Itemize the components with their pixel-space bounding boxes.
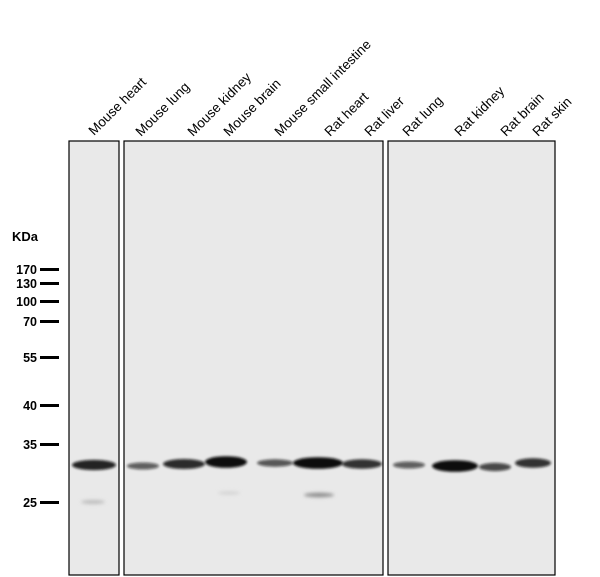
marker-label-170: 170 [16,263,37,277]
band-rat-liver [342,459,382,469]
bands-layer [72,456,551,472]
band-mouse-brain [205,456,247,468]
band-mouse-lung [127,462,159,470]
blot-panel-1 [68,140,120,576]
faint-band-mouse-heart [81,500,105,504]
faint-bands-layer [81,491,334,504]
marker-label-35: 35 [23,438,37,452]
marker-label-55: 55 [23,351,37,365]
band-rat-brain [479,462,511,472]
band-mouse-kidney [163,459,205,469]
marker-tick-170 [40,268,59,271]
marker-tick-130 [40,282,59,285]
marker-label-40: 40 [23,399,37,413]
faint-band-mouse-brain [218,491,240,495]
lane-label-mouse-small-intestine: Mouse small intestine [272,37,374,139]
band-rat-kidney [432,460,478,472]
blot-panel-2 [123,140,384,576]
lane-label-rat-lung: Rat lung [400,93,446,139]
faint-band-rat-heart [304,492,334,498]
marker-label-130: 130 [16,277,37,291]
marker-label-70: 70 [23,315,37,329]
marker-tick-35 [40,443,59,446]
band-rat-lung [393,461,425,469]
band-rat-heart [293,457,343,469]
marker-tick-100 [40,300,59,303]
band-rat-skin [515,458,551,468]
band-mouse-small-intestine [257,459,293,467]
marker-label-25: 25 [23,496,37,510]
marker-ladder: 170 130 100 70 55 40 35 25 [16,263,59,510]
marker-label-100: 100 [16,295,37,309]
marker-tick-70 [40,320,59,323]
blot-panel-3 [387,140,556,576]
marker-tick-25 [40,501,59,504]
lane-labels: Mouse heart Mouse lung Mouse kidney Mous… [86,37,575,139]
kda-title: KDa [12,229,39,244]
marker-tick-40 [40,404,59,407]
marker-tick-55 [40,356,59,359]
band-mouse-heart [72,459,116,471]
